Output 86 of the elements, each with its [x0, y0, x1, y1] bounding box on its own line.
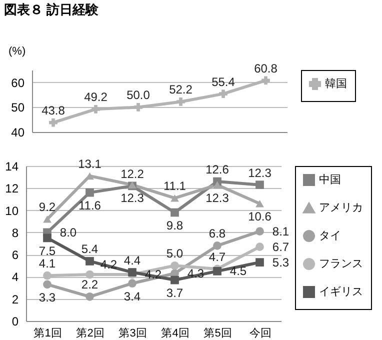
legend-label: イギリス	[319, 286, 363, 298]
data-label: 9.2	[38, 200, 56, 214]
y-tick-label: 60	[11, 76, 25, 90]
data-label: 5.0	[166, 246, 184, 261]
legend-label: 韓国	[325, 77, 347, 90]
y-tick-label: 40	[11, 126, 25, 140]
point	[213, 181, 222, 188]
data-label: 5.4	[81, 242, 98, 256]
point	[92, 105, 100, 114]
data-label: 12.3	[248, 166, 272, 180]
data-label: 3.4	[124, 289, 141, 304]
point	[256, 242, 264, 251]
data-label: 7.5	[38, 244, 56, 258]
point	[262, 76, 270, 85]
x-tick-label: 第3回	[118, 328, 147, 340]
y-tick-label: 0	[12, 314, 19, 328]
point	[43, 280, 52, 289]
data-label: 3.3	[38, 290, 56, 304]
data-label: 55.4	[212, 74, 236, 89]
point	[128, 268, 136, 276]
legend-label: タイ	[319, 230, 341, 242]
point	[49, 118, 58, 127]
data-label: 11.1	[164, 179, 186, 194]
point	[86, 292, 94, 301]
point	[128, 279, 136, 288]
data-label: 9.8	[166, 218, 184, 232]
data-label: 13.1	[78, 156, 102, 171]
y-tick-label: 6	[12, 248, 19, 262]
legend-label: フランス	[319, 258, 363, 270]
x-tick-label: 今回	[249, 328, 272, 340]
point	[170, 194, 179, 202]
data-label: 12.2	[120, 166, 144, 181]
point	[43, 216, 52, 223]
data-label: 6.8	[208, 226, 226, 241]
x-tick-label: 第5回	[204, 328, 232, 340]
data-label: 4.5	[230, 264, 247, 278]
data-label: 12.3	[120, 190, 144, 205]
data-label: 50.0	[126, 88, 150, 102]
point	[43, 271, 52, 280]
point	[256, 258, 264, 267]
point	[176, 98, 185, 106]
point	[219, 90, 228, 98]
data-label: 12.3	[206, 190, 230, 205]
data-label: 49.2	[84, 90, 108, 104]
point	[170, 208, 179, 217]
y-tick-label: 14	[5, 160, 19, 174]
data-label: 4.4	[124, 253, 141, 268]
data-label: 12.6	[206, 162, 230, 176]
data-label: 5.3	[272, 255, 290, 270]
point	[43, 234, 52, 242]
point	[256, 227, 264, 236]
point	[86, 188, 94, 197]
data-label: 10.6	[248, 210, 272, 224]
y-tick-label: 2	[12, 292, 19, 306]
x-tick-label: 第2回	[76, 328, 104, 340]
y-tick-label: 8	[12, 226, 19, 240]
data-label: 4.1	[38, 256, 56, 271]
legend-label: アメリカ	[319, 202, 363, 214]
data-label: 8.1	[272, 224, 290, 238]
point	[86, 257, 94, 266]
data-label: 60.8	[254, 61, 278, 76]
point	[86, 270, 94, 279]
data-label: 43.8	[42, 104, 66, 118]
data-label: 4.7	[208, 250, 226, 264]
point	[256, 200, 264, 208]
data-label: 11.6	[78, 198, 102, 213]
point	[134, 103, 142, 112]
data-label: 4.2	[144, 268, 162, 282]
x-tick-label: 第4回	[161, 328, 190, 340]
data-label: 2.2	[81, 278, 98, 292]
data-label: 3.7	[166, 286, 184, 300]
y-tick-label: 12	[5, 182, 19, 196]
point	[170, 276, 179, 284]
y-axis-title: (%)	[8, 46, 26, 58]
point	[256, 180, 264, 190]
chart-title: 図表８ 訪日経験	[4, 2, 100, 17]
data-label: 6.7	[272, 240, 290, 254]
y-tick-label: 4	[12, 270, 19, 284]
point	[170, 261, 179, 270]
data-label: 8.0	[60, 225, 77, 240]
y-tick-label: 10	[5, 204, 19, 218]
point	[213, 242, 222, 250]
y-tick-label: 50	[11, 100, 25, 115]
legend-label: 中国	[319, 173, 341, 186]
data-label: 52.2	[169, 82, 193, 97]
x-tick-label: 第1回	[34, 328, 62, 340]
